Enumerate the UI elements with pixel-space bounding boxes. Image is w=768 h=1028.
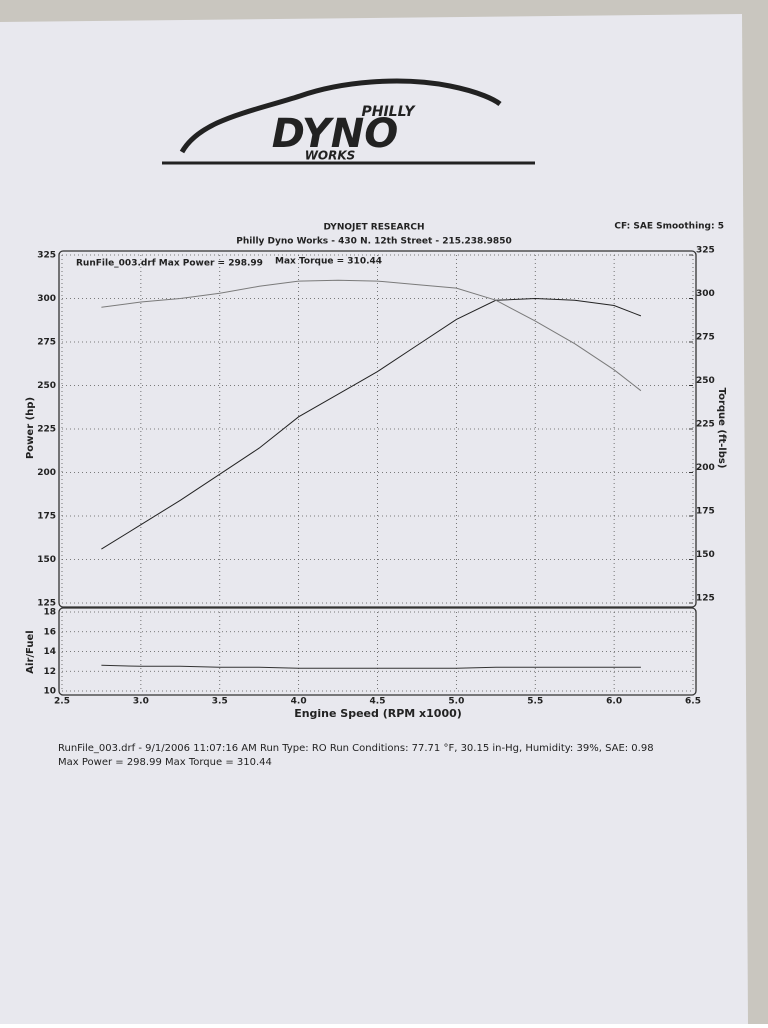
x-tick-label: 4.0 [291, 697, 307, 707]
series-line [101, 664, 641, 669]
plot-frame [58, 250, 697, 608]
x-tick-label: 6.0 [606, 697, 622, 707]
y-tick-label: 12 [43, 667, 56, 677]
series-line [101, 279, 642, 392]
y-tick-label: 125 [37, 599, 56, 609]
footer-line: Max Power = 298.99 Max Torque = 310.44 [58, 757, 272, 768]
y2-tick-label: 175 [696, 507, 715, 517]
y-axis-label: Power (hp) [25, 397, 36, 459]
y-tick-label: 325 [37, 251, 56, 261]
y-tick-label: 175 [37, 512, 56, 522]
y-axis-label: Air/Fuel [25, 630, 36, 673]
y-tick-label: 250 [37, 381, 56, 391]
y-tick-label: 10 [43, 687, 56, 697]
series-line [101, 297, 642, 550]
logo-bottom: WORKS [305, 149, 356, 163]
y-tick-label: 16 [43, 627, 56, 637]
x-axis-label: Engine Speed (RPM x1000) [294, 707, 462, 720]
logo-main: DYNO [272, 111, 399, 157]
y2-tick-label: 250 [696, 376, 715, 386]
logo: PHILLY DYNO WORKS [162, 78, 535, 165]
annotation: RunFile_003.drf Max Power = 298.99 [76, 259, 263, 269]
y2-tick-label: 300 [696, 289, 715, 299]
y-tick-label: 300 [37, 294, 56, 304]
y-tick-label: 14 [43, 647, 56, 657]
y2-tick-label: 225 [696, 420, 715, 430]
y-tick-label: 200 [37, 468, 56, 478]
y2-tick-label: 150 [696, 550, 715, 560]
paper [0, 14, 748, 1024]
y2-tick-label: 325 [696, 246, 715, 256]
chart-subtitle: Philly Dyno Works - 430 N. 12th Street -… [236, 237, 511, 247]
x-tick-label: 6.5 [685, 697, 701, 707]
y-tick-label: 275 [37, 338, 56, 348]
chart-title: DYNOJET RESEARCH [323, 223, 424, 233]
annotation: Max Torque = 310.44 [275, 257, 382, 267]
x-tick-label: 4.5 [370, 697, 386, 707]
corner-note: CF: SAE Smoothing: 5 [614, 222, 724, 232]
logo-top: PHILLY [362, 104, 417, 120]
y2-axis-label: Torque (ft-lbs) [716, 388, 727, 469]
plot-frame [58, 607, 697, 696]
y2-tick-label: 200 [696, 463, 715, 473]
x-tick-label: 5.0 [448, 697, 464, 707]
y-tick-label: 225 [37, 425, 56, 435]
y2-tick-label: 125 [696, 594, 715, 604]
x-tick-label: 3.5 [212, 697, 228, 707]
x-tick-label: 5.5 [527, 697, 543, 707]
x-tick-label: 2.5 [54, 697, 70, 707]
y-tick-label: 150 [37, 555, 56, 565]
plots: 125 150 175 200 225 250 275 300 325 125 150 175 200 2… [37, 246, 715, 707]
x-tick-label: 3.0 [133, 697, 149, 707]
logo-swoosh [179, 78, 502, 154]
footer-line: RunFile_003.drf - 9/1/2006 11:07:16 AM R… [58, 743, 654, 754]
y2-tick-label: 275 [696, 333, 715, 343]
y-tick-label: 18 [43, 608, 56, 618]
